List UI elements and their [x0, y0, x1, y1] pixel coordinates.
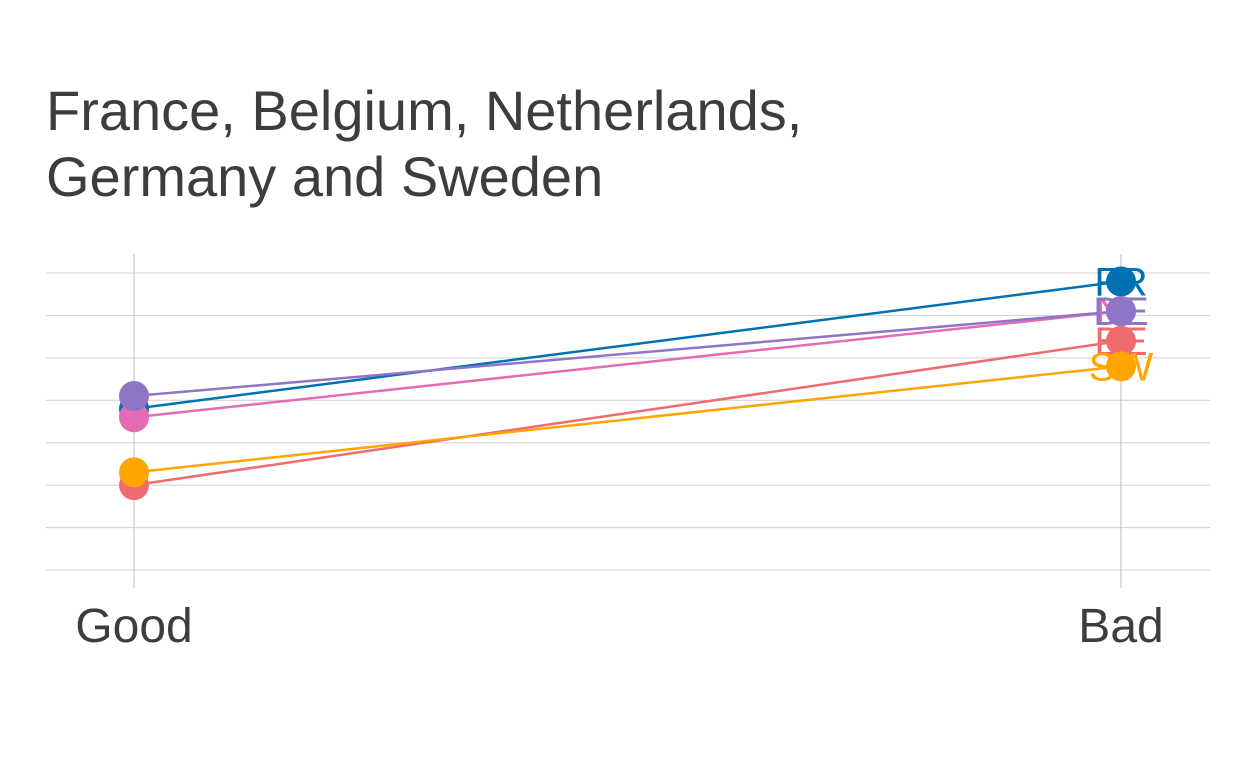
- chart-title: France, Belgium, Netherlands, Germany an…: [46, 78, 802, 210]
- data-point-de-good: [119, 381, 149, 412]
- data-point-sw-bad: [1106, 351, 1136, 382]
- category-label-good: Good: [75, 600, 192, 653]
- category-axis: Good Bad: [75, 254, 1164, 653]
- gridlines: [46, 272, 1210, 571]
- series-lines: [133, 280, 1122, 487]
- series-line-nl: [133, 309, 1122, 419]
- series-line-sw: [133, 365, 1122, 474]
- series-line-fr: [133, 280, 1122, 410]
- data-point-be-bad: [1106, 325, 1136, 356]
- data-point-nl-good: [119, 402, 149, 433]
- data-points: [119, 266, 1136, 501]
- data-point-sw-good: [119, 457, 149, 488]
- chart-title-line-2: Germany and Sweden: [46, 145, 604, 208]
- data-point-de-bad: [1106, 296, 1136, 327]
- data-point-fr-bad: [1106, 266, 1136, 297]
- series-line-be: [133, 339, 1122, 487]
- series-line-de: [133, 309, 1122, 398]
- category-label-bad: Bad: [1078, 600, 1163, 653]
- chart-title-line-1: France, Belgium, Netherlands,: [46, 79, 803, 142]
